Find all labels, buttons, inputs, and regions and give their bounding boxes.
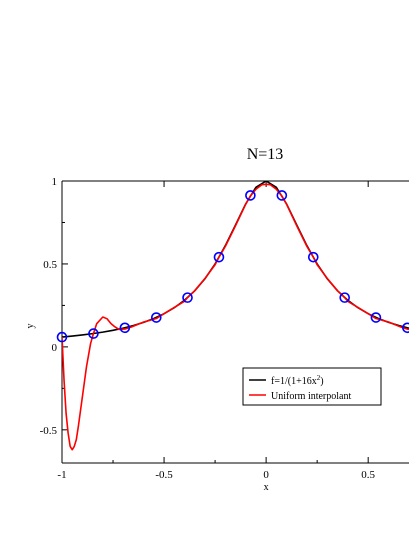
y-tick-label: 1 xyxy=(52,176,58,188)
y-axis-label: y xyxy=(25,324,36,329)
x-tick-label: -0.5 xyxy=(155,469,173,481)
x-tick-label: 0 xyxy=(263,469,269,481)
legend: f=1/(1+16x2) Uniform interpolant xyxy=(243,368,381,405)
series-line-function xyxy=(62,181,409,337)
series-line-interpolant xyxy=(62,184,409,449)
x-tick-label: 0.5 xyxy=(361,469,375,481)
chart-title: N=13 xyxy=(247,146,284,163)
legend-entry-label: Uniform interpolant xyxy=(271,391,351,402)
y-tick-label: -0.5 xyxy=(40,425,58,437)
y-tick-label: 0.5 xyxy=(43,259,57,271)
x-axis-label: x xyxy=(264,482,269,493)
series-layer xyxy=(62,181,409,450)
x-tick-label: -1 xyxy=(57,469,66,481)
legend-entry-label: f=1/(1+16x2) xyxy=(271,374,324,387)
marker-layer xyxy=(58,191,409,342)
y-tick-label: 0 xyxy=(52,342,58,354)
